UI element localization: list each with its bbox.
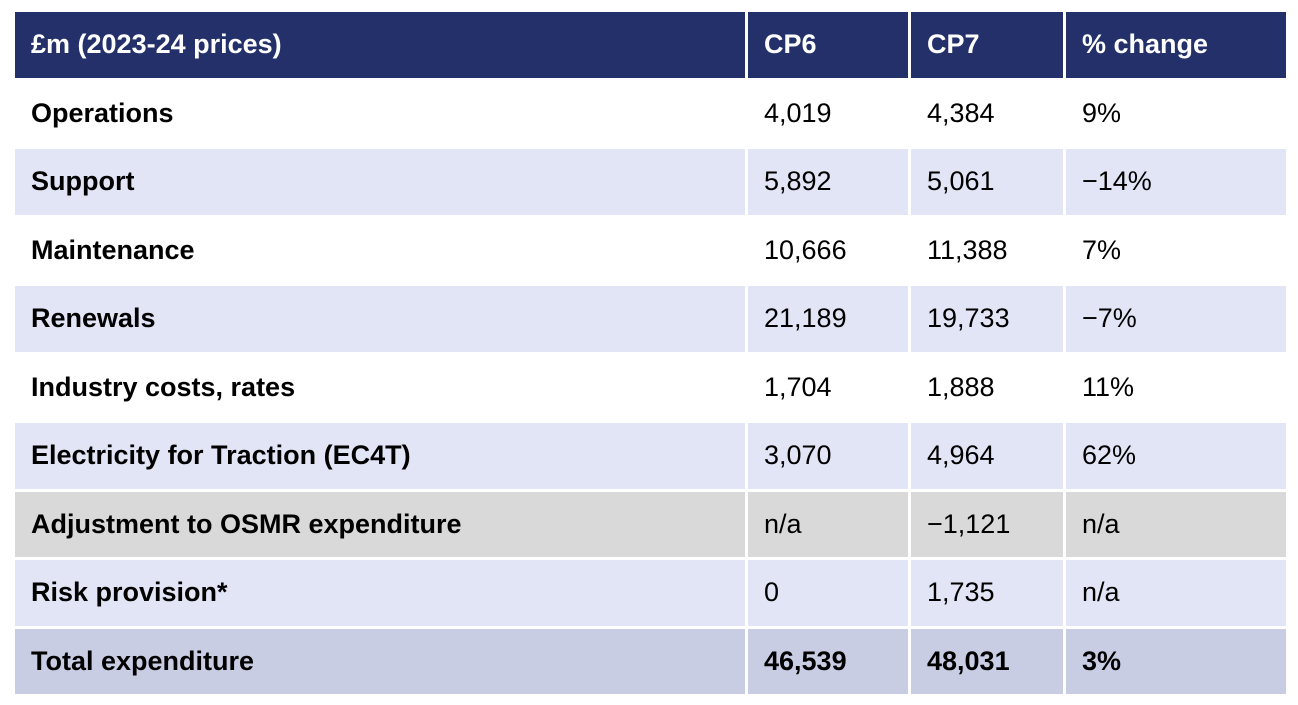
- row-cp7: 1,888: [911, 354, 1063, 420]
- total-change: 3%: [1066, 628, 1286, 694]
- header-label: £m (2023-24 prices): [15, 12, 745, 78]
- table-row-risk-provision: Risk provision* 0 1,735 n/a: [15, 560, 1286, 626]
- expenditure-table-container: £m (2023-24 prices) CP6 CP7 % change Ope…: [12, 9, 1286, 697]
- table-row-renewals: Renewals 21,189 19,733 −7%: [15, 286, 1286, 352]
- row-cp6: n/a: [748, 491, 908, 557]
- header-cp7: CP7: [911, 12, 1063, 78]
- row-change: 9%: [1066, 80, 1286, 146]
- expenditure-table: £m (2023-24 prices) CP6 CP7 % change Ope…: [12, 9, 1289, 697]
- header-change: % change: [1066, 12, 1286, 78]
- table-row-osmr-adjustment: Adjustment to OSMR expenditure n/a −1,12…: [15, 491, 1286, 557]
- row-change: 7%: [1066, 217, 1286, 283]
- row-cp6: 21,189: [748, 286, 908, 352]
- row-label: Risk provision*: [15, 560, 745, 626]
- row-cp7: −1,121: [911, 491, 1063, 557]
- row-change: n/a: [1066, 491, 1286, 557]
- table-row-total: Total expenditure 46,539 48,031 3%: [15, 628, 1286, 694]
- table-row-electricity-traction: Electricity for Traction (EC4T) 3,070 4,…: [15, 423, 1286, 489]
- table-row-maintenance: Maintenance 10,666 11,388 7%: [15, 217, 1286, 283]
- row-label: Electricity for Traction (EC4T): [15, 423, 745, 489]
- header-cp6: CP6: [748, 12, 908, 78]
- row-change: 11%: [1066, 354, 1286, 420]
- row-change: −14%: [1066, 149, 1286, 215]
- row-label: Renewals: [15, 286, 745, 352]
- row-change: −7%: [1066, 286, 1286, 352]
- row-cp6: 1,704: [748, 354, 908, 420]
- total-cp6: 46,539: [748, 628, 908, 694]
- row-change: n/a: [1066, 560, 1286, 626]
- table-row-operations: Operations 4,019 4,384 9%: [15, 80, 1286, 146]
- table-header-row: £m (2023-24 prices) CP6 CP7 % change: [15, 12, 1286, 78]
- row-cp6: 0: [748, 560, 908, 626]
- row-cp7: 11,388: [911, 217, 1063, 283]
- row-cp7: 5,061: [911, 149, 1063, 215]
- row-cp7: 4,964: [911, 423, 1063, 489]
- row-label: Operations: [15, 80, 745, 146]
- row-label: Maintenance: [15, 217, 745, 283]
- row-change: 62%: [1066, 423, 1286, 489]
- table-row-industry-costs: Industry costs, rates 1,704 1,888 11%: [15, 354, 1286, 420]
- row-cp6: 4,019: [748, 80, 908, 146]
- total-label: Total expenditure: [15, 628, 745, 694]
- total-cp7: 48,031: [911, 628, 1063, 694]
- row-label: Support: [15, 149, 745, 215]
- row-cp7: 1,735: [911, 560, 1063, 626]
- row-cp7: 4,384: [911, 80, 1063, 146]
- row-cp6: 10,666: [748, 217, 908, 283]
- row-cp6: 3,070: [748, 423, 908, 489]
- row-cp7: 19,733: [911, 286, 1063, 352]
- row-cp6: 5,892: [748, 149, 908, 215]
- row-label: Industry costs, rates: [15, 354, 745, 420]
- row-label: Adjustment to OSMR expenditure: [15, 491, 745, 557]
- table-row-support: Support 5,892 5,061 −14%: [15, 149, 1286, 215]
